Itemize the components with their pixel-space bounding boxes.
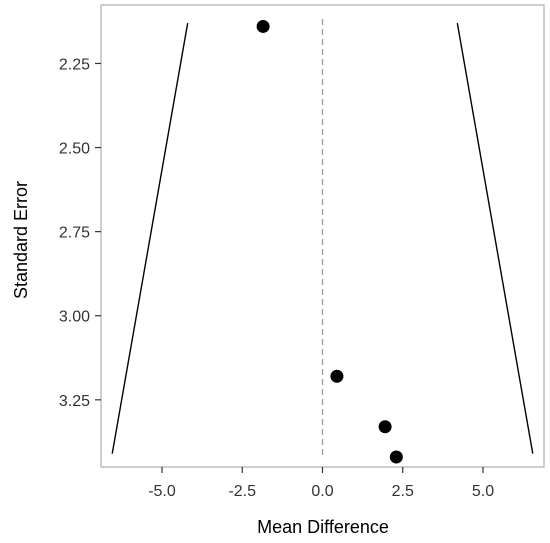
data-point-1 <box>256 19 270 33</box>
funnel-line-left <box>111 22 189 454</box>
data-point-3 <box>378 420 392 434</box>
funnel-line-right <box>456 22 534 454</box>
x-axis-title: Mean Difference <box>257 517 389 537</box>
x-tick-label-2: -2.5 <box>228 483 256 500</box>
y-axis-title: Standard Error <box>11 181 31 299</box>
data-point-4 <box>389 450 403 464</box>
y-tick-label-5: 3.25 <box>59 393 90 410</box>
x-tick-label-1: -5.0 <box>148 483 176 500</box>
y-axis: 2.25 2.50 2.75 3.00 3.25 <box>59 56 101 410</box>
y-tick-label-1: 2.25 <box>59 56 90 73</box>
plot-marks <box>111 19 534 464</box>
y-tick-label-3: 2.75 <box>59 225 90 242</box>
y-tick-label-2: 2.50 <box>59 141 90 158</box>
y-tick-label-4: 3.00 <box>59 309 90 326</box>
x-tick-label-5: 5.0 <box>472 483 494 500</box>
x-axis: -5.0 -2.5 0.0 2.5 5.0 <box>148 467 494 500</box>
x-tick-label-3: 0.0 <box>311 483 333 500</box>
data-point-2 <box>330 369 344 383</box>
x-tick-label-4: 2.5 <box>392 483 414 500</box>
